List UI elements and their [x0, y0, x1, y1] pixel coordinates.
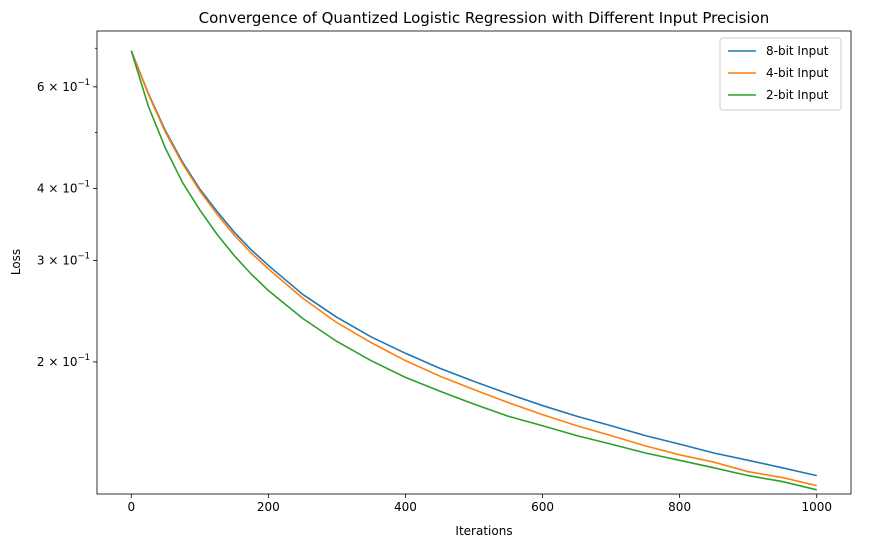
y-tick-label: 2 × 10−1 — [37, 353, 90, 369]
x-axis: 0 200 400 600 800 1000 — [127, 494, 832, 514]
series-line-1 — [130, 50, 817, 477]
legend-box — [719, 37, 842, 111]
x-tick-label: 200 — [257, 500, 280, 514]
x-axis-label: Iterations — [455, 524, 512, 538]
legend-label: 8-bit Input — [766, 44, 829, 58]
y-tick-label: 4 × 10−1 — [37, 179, 90, 195]
axes-frame — [96, 30, 852, 495]
y-axis: 2 × 10−1 3 × 10−1 4 × 10−1 6 × 10−1 — [37, 47, 97, 369]
x-tick-label: 800 — [668, 500, 691, 514]
legend: 8-bit Input 4-bit Input 2-bit Input — [719, 37, 842, 111]
x-tick-label: 600 — [531, 500, 554, 514]
y-axis-label: Loss — [9, 249, 23, 275]
y-tick-label: 6 × 10−1 — [37, 78, 90, 94]
chart-title: Convergence of Quantized Logistic Regres… — [199, 9, 770, 27]
x-tick-label: 0 — [127, 500, 135, 514]
series-line-2 — [130, 50, 817, 487]
y-tick-label: 3 × 10−1 — [37, 251, 90, 267]
legend-label: 4-bit Input — [766, 66, 829, 80]
x-tick-label: 1000 — [801, 500, 832, 514]
plot-area — [130, 50, 817, 491]
series-line-3 — [130, 50, 817, 491]
legend-label: 2-bit Input — [766, 88, 829, 102]
x-tick-label: 400 — [394, 500, 417, 514]
